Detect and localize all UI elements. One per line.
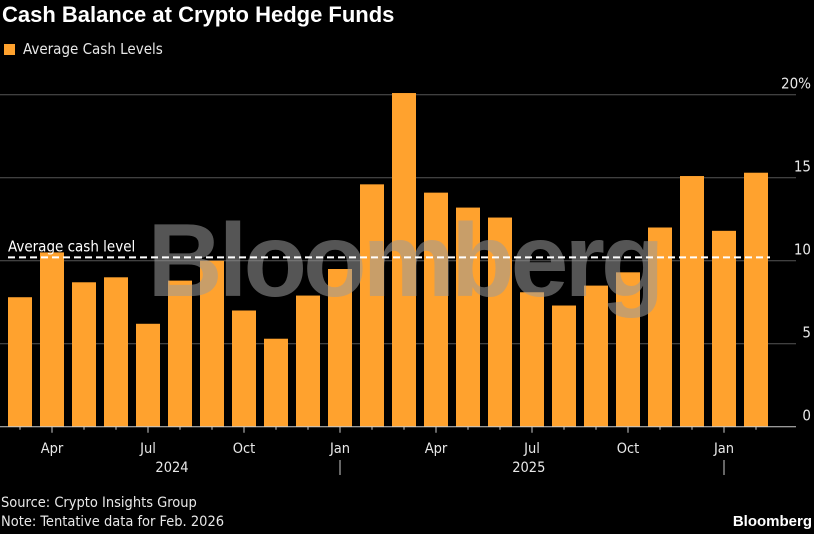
legend-label: Average Cash Levels [23, 40, 163, 58]
x-tick-label: Jan [713, 441, 734, 457]
bar [552, 305, 576, 427]
bar [424, 192, 448, 427]
bar [264, 338, 288, 427]
brand-logo: Bloomberg [732, 513, 812, 530]
bar [296, 295, 320, 427]
bar [40, 252, 64, 427]
y-tick-label: 0 [802, 407, 811, 425]
bar [520, 292, 544, 427]
note-text: Note: Tentative data for Feb. 2026 [1, 514, 225, 530]
y-tick-label: 5 [802, 324, 811, 342]
bar [392, 93, 416, 427]
legend: Average Cash Levels [4, 40, 163, 58]
bar [136, 323, 160, 427]
y-tick-label: 20% [781, 75, 811, 93]
bar [648, 227, 672, 427]
watermark: Bloomberg [148, 203, 661, 319]
bar [72, 282, 96, 427]
bar [712, 230, 736, 427]
bar [744, 172, 768, 427]
bar [328, 269, 352, 427]
bar [616, 272, 640, 427]
y-tick-label: 15 [794, 158, 811, 176]
bar [488, 217, 512, 427]
bar [168, 280, 192, 427]
bar [680, 176, 704, 427]
bar [360, 184, 384, 427]
bar [232, 310, 256, 427]
x-tick-label: Jan [329, 441, 350, 457]
year-label: 2025 [512, 460, 545, 476]
bar [456, 207, 480, 427]
bar [584, 285, 608, 427]
x-tick-label: Jul [523, 441, 540, 457]
x-tick-label: Apr [425, 441, 448, 457]
average-line-label: Average cash level [8, 237, 135, 255]
bar [200, 260, 224, 427]
x-tick-label: Oct [617, 441, 640, 457]
legend-swatch [4, 43, 15, 55]
source-text: Source: Crypto Insights Group [1, 495, 197, 511]
year-label: 2024 [155, 460, 188, 476]
bar [8, 297, 32, 427]
x-tick-label: Oct [233, 441, 256, 457]
y-tick-label: 10 [794, 241, 811, 259]
bar [104, 277, 128, 427]
x-tick-label: Jul [139, 441, 156, 457]
chart-title: Cash Balance at Crypto Hedge Funds [2, 2, 395, 27]
x-tick-label: Apr [41, 441, 64, 457]
